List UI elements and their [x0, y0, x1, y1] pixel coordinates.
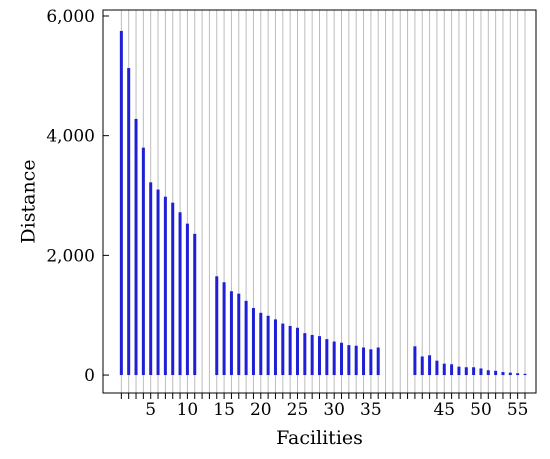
- y-tick-label: 6,000: [46, 7, 95, 27]
- bar: [450, 364, 454, 376]
- bar: [347, 345, 351, 376]
- bar: [442, 363, 446, 376]
- y-axis-ticks: 0 2,000 4,000 6,000: [46, 7, 109, 386]
- bar: [369, 349, 373, 376]
- vertical-grid: [120, 10, 526, 393]
- bar: [457, 366, 461, 376]
- bar: [266, 315, 270, 376]
- bar: [178, 212, 182, 376]
- bar: [222, 282, 226, 376]
- bar: [303, 333, 307, 376]
- bar: [295, 327, 299, 376]
- bars: [119, 30, 527, 376]
- x-tick-label: 10: [177, 400, 199, 420]
- bar: [127, 68, 131, 376]
- bar: [273, 319, 277, 376]
- bar: [516, 373, 520, 376]
- bar: [420, 356, 424, 376]
- bar: [163, 196, 167, 376]
- bar: [508, 372, 512, 376]
- bar: [237, 293, 241, 376]
- x-axis-ticks: 5 10 15 20 25 30 35 45 50 55: [120, 393, 529, 420]
- bar: [134, 118, 138, 376]
- bar: [472, 367, 476, 376]
- y-tick-label: 2,000: [46, 246, 95, 266]
- bar: [171, 202, 175, 376]
- bar: [156, 189, 160, 376]
- bar: [310, 334, 314, 376]
- bar: [435, 360, 439, 376]
- bar: [185, 223, 189, 376]
- bar: [325, 339, 329, 376]
- bar: [340, 342, 344, 376]
- bar: [119, 30, 123, 376]
- x-tick-label: 55: [507, 400, 529, 420]
- bar: [318, 336, 321, 376]
- bar: [251, 308, 255, 376]
- y-tick-label: 0: [84, 366, 95, 386]
- x-tick-label: 30: [323, 400, 345, 420]
- bar: [149, 182, 153, 376]
- bar: [523, 373, 527, 376]
- bar: [376, 347, 380, 376]
- bar: [193, 233, 197, 376]
- bar: [486, 370, 490, 376]
- bar: [479, 368, 483, 376]
- x-tick-label: 5: [145, 400, 156, 420]
- bar: [141, 147, 145, 376]
- y-tick-label: 4,000: [46, 127, 95, 147]
- bar: [288, 325, 292, 376]
- y-axis-title: Distance: [18, 159, 40, 243]
- x-tick-label: 15: [213, 400, 235, 420]
- bar: [354, 345, 358, 376]
- bar: [464, 367, 468, 376]
- x-axis-title: Facilities: [276, 427, 363, 449]
- bar: [494, 370, 498, 376]
- x-tick-label: 50: [470, 400, 492, 420]
- bar: [332, 341, 336, 376]
- bar: [501, 372, 505, 376]
- bar: [215, 276, 219, 376]
- x-tick-label: 25: [287, 400, 309, 420]
- bar: [229, 291, 233, 376]
- bar: [244, 300, 248, 376]
- x-tick-label: 35: [360, 400, 382, 420]
- bar: [413, 346, 417, 376]
- bar: [281, 323, 285, 376]
- x-tick-label: 20: [250, 400, 272, 420]
- bar: [428, 355, 432, 376]
- bar: [259, 312, 263, 376]
- x-tick-label: 45: [433, 400, 455, 420]
- bar: [362, 347, 366, 376]
